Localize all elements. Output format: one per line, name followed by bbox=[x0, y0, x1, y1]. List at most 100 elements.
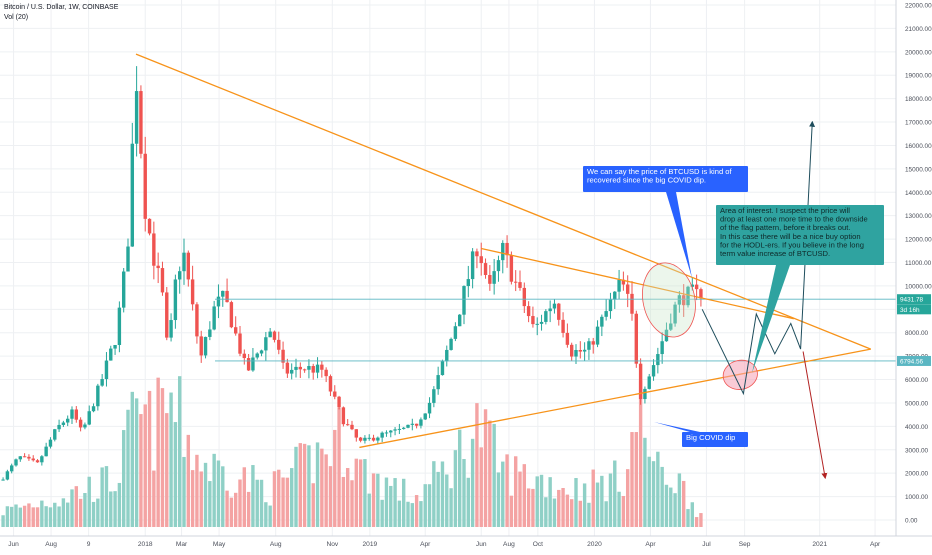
candle-body bbox=[272, 331, 277, 340]
x-tick-label: Jun bbox=[476, 541, 487, 548]
volume-bar bbox=[561, 488, 565, 527]
candle-body bbox=[186, 252, 191, 280]
volume-bar bbox=[384, 477, 389, 527]
candle-body bbox=[156, 265, 160, 269]
volume-bar bbox=[462, 459, 466, 527]
volume-bar bbox=[358, 459, 363, 527]
y-tick-label: 0.00 bbox=[905, 518, 918, 525]
y-tick-label: 22000.00 bbox=[905, 3, 932, 10]
volume-bar bbox=[285, 477, 290, 527]
volume-bar bbox=[522, 464, 527, 527]
y-tick-label: 20000.00 bbox=[905, 49, 932, 56]
volume-bar bbox=[259, 479, 264, 527]
candle-body bbox=[595, 326, 600, 345]
candle-body bbox=[298, 366, 303, 370]
volume-bar bbox=[625, 469, 630, 527]
volume-bar bbox=[686, 509, 690, 527]
candle-body bbox=[518, 282, 522, 288]
volume-bar bbox=[350, 480, 354, 527]
volume-bar bbox=[690, 502, 695, 527]
volume-bar bbox=[423, 484, 427, 527]
callout-box bbox=[583, 166, 748, 192]
volume-bar bbox=[78, 498, 83, 527]
volume-bar bbox=[643, 437, 647, 527]
candle-body bbox=[96, 385, 100, 407]
y-tick-label: 16000.00 bbox=[905, 143, 932, 150]
x-tick-label: Aug bbox=[270, 541, 282, 548]
callout-pointer bbox=[666, 192, 692, 278]
volume-bar bbox=[31, 507, 35, 527]
volume-bar bbox=[600, 475, 604, 527]
volume-bar bbox=[100, 467, 104, 527]
candle-body bbox=[574, 350, 578, 357]
volume-bar bbox=[582, 483, 587, 527]
volume-bar bbox=[186, 434, 191, 527]
callout-text: Big COVID dip bbox=[686, 433, 735, 442]
volume-bar bbox=[457, 429, 462, 527]
candle-body bbox=[315, 364, 320, 373]
callout-text: Area of interest. I suspect the price wi… bbox=[720, 206, 868, 258]
callout-pointer bbox=[654, 422, 700, 432]
x-tick-label: Apr bbox=[420, 541, 431, 548]
candle-body bbox=[677, 295, 682, 305]
volume-bar bbox=[40, 500, 44, 527]
volume-bar bbox=[535, 476, 539, 527]
symbol-title[interactable]: Bitcoin / U.S. Dollar, 1W, COINBASE bbox=[4, 4, 119, 11]
candle-body bbox=[152, 233, 156, 266]
candle-body bbox=[634, 313, 639, 364]
volume-bar bbox=[669, 487, 673, 527]
callout-pointer bbox=[752, 265, 790, 373]
volume-bar bbox=[638, 380, 643, 527]
volume-bar bbox=[27, 503, 31, 527]
candle-body bbox=[466, 279, 471, 287]
candle-body bbox=[535, 323, 539, 325]
volume-bar bbox=[324, 454, 328, 527]
volume-bar bbox=[397, 500, 402, 527]
candle-body bbox=[621, 279, 626, 285]
volume-bar bbox=[483, 409, 488, 527]
volume-bar bbox=[647, 456, 651, 527]
candle-body bbox=[548, 308, 552, 312]
volume-bar bbox=[436, 471, 440, 527]
volume-bar bbox=[44, 506, 48, 527]
candle-body bbox=[389, 430, 393, 433]
volume-bar bbox=[147, 390, 152, 527]
time-axis-background bbox=[0, 536, 932, 550]
candle-body bbox=[307, 366, 311, 370]
candle-body bbox=[397, 428, 402, 430]
volume-bar bbox=[677, 473, 682, 527]
volume-bar bbox=[18, 507, 23, 527]
trendline bbox=[481, 247, 794, 320]
volume-bar bbox=[479, 447, 483, 527]
highlight-ellipse bbox=[722, 359, 758, 390]
candle-body bbox=[233, 327, 238, 334]
candle-body bbox=[350, 424, 354, 430]
volume-bar bbox=[565, 494, 570, 527]
candle-body bbox=[445, 349, 449, 362]
x-tick-label: 2018 bbox=[138, 541, 153, 548]
candle-body bbox=[221, 290, 225, 297]
volume-indicator-label[interactable]: Vol (20) bbox=[4, 14, 29, 21]
volume-bar bbox=[311, 483, 315, 527]
volume-bar bbox=[203, 462, 208, 527]
trendline bbox=[359, 348, 871, 449]
volume-bar bbox=[96, 498, 100, 527]
candle-body bbox=[414, 423, 419, 426]
candle-body bbox=[264, 337, 268, 351]
candle-body bbox=[9, 465, 14, 472]
volume-bar bbox=[664, 484, 669, 527]
volume-bar bbox=[634, 432, 639, 527]
candle-body bbox=[277, 339, 281, 350]
candle-body bbox=[483, 263, 488, 276]
candle-body bbox=[358, 437, 363, 441]
volume-bar bbox=[152, 470, 156, 527]
candle-body bbox=[87, 411, 91, 425]
volume-bar bbox=[363, 459, 367, 527]
candle-body bbox=[436, 375, 440, 390]
candle-body bbox=[522, 287, 527, 307]
candle-body bbox=[565, 332, 570, 345]
volume-bar bbox=[57, 506, 61, 527]
candle-body bbox=[74, 409, 79, 420]
